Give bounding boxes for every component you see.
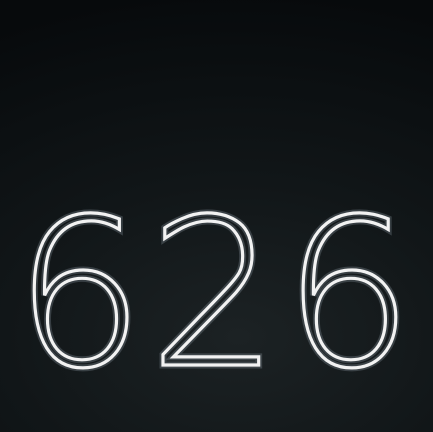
number-value: 626 (14, 176, 417, 414)
number-glow: 626 (14, 176, 417, 414)
